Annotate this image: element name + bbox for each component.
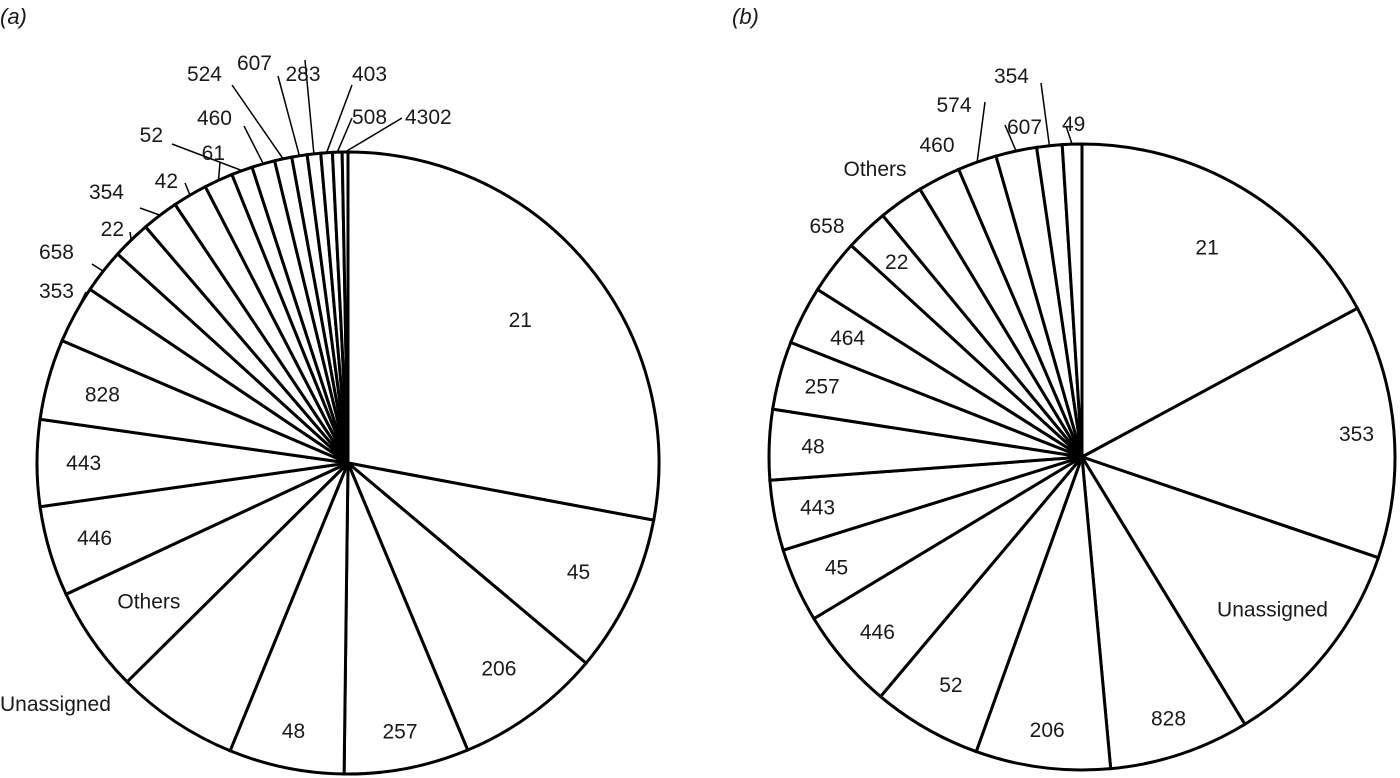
leader-line [139,207,161,216]
slice-label: 48 [801,435,824,458]
slice-label: 574 [936,94,971,117]
leader-line [336,117,353,153]
leader-line [91,263,104,272]
pie-slice [124,461,350,753]
pie-slice [1080,142,1360,460]
slice-label: 828 [1151,708,1186,731]
pie-slice [342,460,656,666]
pie-slice [1078,306,1397,560]
slice-label: 443 [800,496,835,519]
slice-label: 42 [155,170,178,193]
pie-slice [346,461,589,753]
slice-label: 22 [885,251,908,274]
leader-line [129,231,132,241]
slice-label: 45 [567,561,590,584]
leader-line [217,161,221,181]
pie-slice [342,462,470,776]
leader-line [277,75,301,156]
slice-label: 443 [66,452,101,475]
slice-label: 257 [382,721,417,744]
slice-label: 403 [352,63,387,86]
slice-label: 283 [285,63,320,86]
slice-label: 45 [825,556,848,579]
slice-label: 48 [282,720,305,743]
pie-slice [974,456,1113,772]
slice-label: 828 [85,383,120,406]
slice-label: Others [843,158,906,181]
slice-label: 446 [860,621,895,644]
slice-label: 460 [919,134,954,157]
slice-label: 52 [140,124,163,147]
leader-line [171,143,243,172]
slice-label: 21 [1195,236,1218,259]
slice-label: 206 [481,658,516,681]
slice-label: 464 [830,327,865,350]
pie-chart-b: 21 353 Unassigned 828 206 52 446 45 443 48 257 464 6… [767,65,1397,772]
slice-label: 354 [994,65,1029,88]
slice-label: 21 [509,309,532,332]
slice-label: 61 [202,142,225,165]
slice-label: 658 [39,241,74,264]
slice-label: 52 [939,674,962,697]
pie-slice [1080,456,1247,771]
leader-line [304,59,315,154]
slice-label: 354 [89,181,124,204]
slice-label: Unassigned [1217,599,1328,622]
leader-line [325,84,353,153]
slice-label: 607 [1007,116,1042,139]
slice-label: 206 [1030,719,1065,742]
slice-label: 524 [187,63,222,86]
slice-label: 49 [1062,113,1085,136]
slice-label: 353 [1339,423,1374,446]
pie-chart-a: 21 45 206 257 48 Unassigned Others 446 443 828 353… [0,52,661,776]
slice-label: 460 [197,107,232,130]
leader-line [1040,82,1051,146]
slice-label: 22 [101,218,124,241]
slice-label: 508 [352,106,387,129]
pie-slice [346,150,661,522]
pie-slice [340,150,350,464]
panel-label-a: (a) [0,4,27,29]
slice-label: Unassigned [0,693,111,716]
slice-label: 4302 [405,106,452,129]
slice-label: 658 [809,215,844,238]
slice-label: 257 [805,376,840,399]
slice-label: 353 [39,280,74,303]
slice-label: 607 [237,52,272,75]
leader-line [231,84,284,160]
leader-line [1004,124,1017,152]
leader-line [243,125,264,165]
slice-label: 446 [77,527,112,550]
leader-line [1065,125,1073,145]
leader-line [344,117,403,153]
leader-line [74,291,87,315]
leader-line [184,182,191,196]
slice-label: Others [117,591,180,614]
pie-slice [1078,454,1381,727]
panel-label-b: (b) [732,4,759,29]
leader-line [976,101,986,163]
